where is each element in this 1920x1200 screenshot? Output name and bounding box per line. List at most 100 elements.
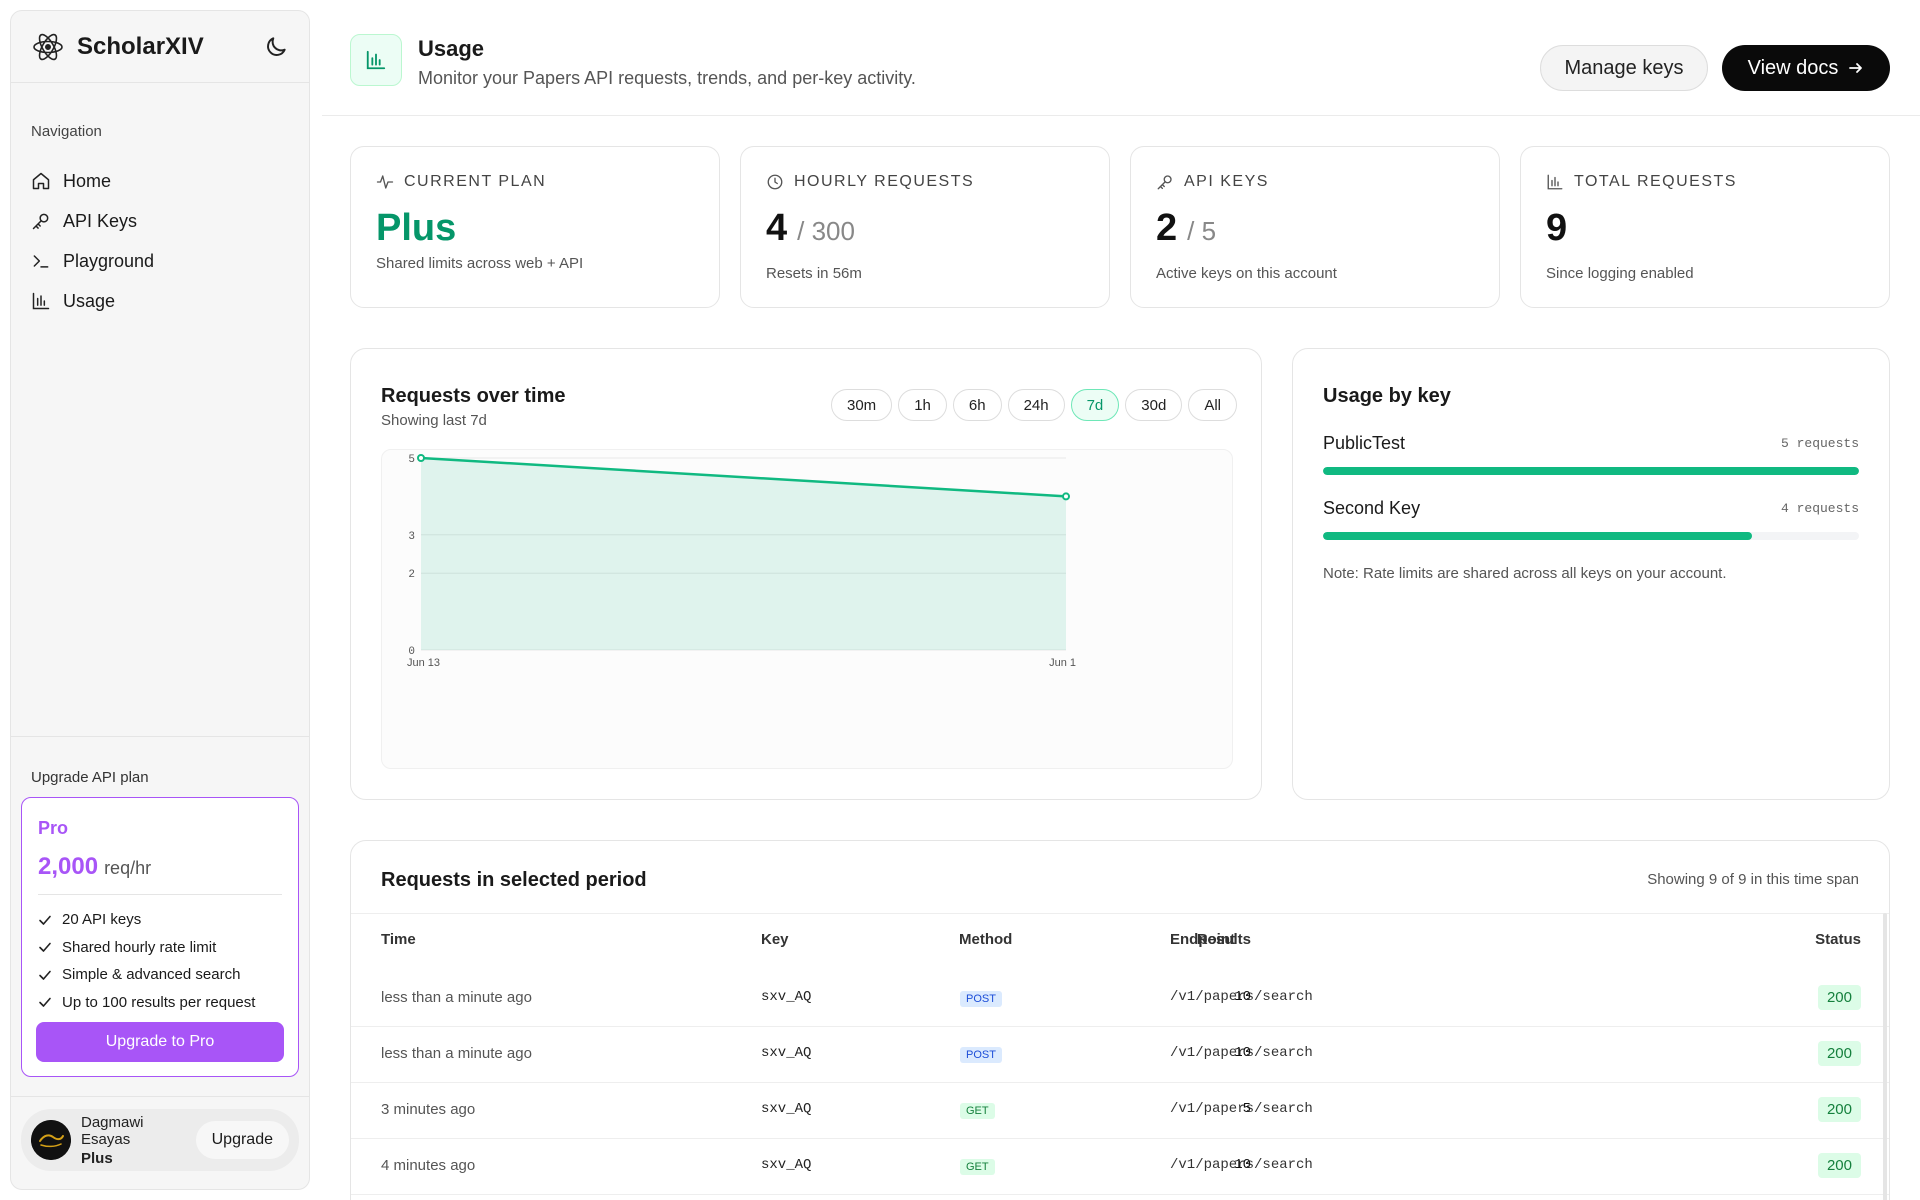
brand: ScholarXIV <box>11 11 309 83</box>
sidebar-item-playground[interactable]: Playground <box>31 241 291 281</box>
list-item: Up to 100 results per request <box>38 989 255 1017</box>
sidebar-item-api-keys[interactable]: API Keys <box>31 201 291 241</box>
chart-subtitle: Showing last 7d <box>381 412 487 429</box>
table-row[interactable]: 3 minutes ago sxv_AQ GET/v1/papers/search 5… <box>351 1083 1889 1139</box>
current-plan-card: CURRENT PLAN Plus Shared limits across w… <box>350 146 720 308</box>
home-icon <box>32 172 50 190</box>
range-7d-button[interactable]: 7d <box>1070 389 1120 421</box>
sidebar-item-usage[interactable]: Usage <box>31 281 291 321</box>
y-tick-label: 0 <box>408 646 415 658</box>
pro-plan-name: Pro <box>38 818 69 838</box>
sidebar: ScholarXIV Navigation Home API Keys Play… <box>10 10 310 1190</box>
check-icon <box>39 915 51 925</box>
stat-label: API KEYS <box>1184 173 1269 190</box>
manage-keys-button[interactable]: Manage keys <box>1540 45 1708 91</box>
method-badge: POST <box>960 1047 1002 1063</box>
key-usage-row: Second Key 4 requests <box>1323 498 1859 540</box>
key-usage-row: PublicTest 5 requests <box>1323 433 1859 475</box>
bar-chart-icon <box>1547 174 1563 190</box>
feature-label: Up to 100 results per request <box>62 993 256 1011</box>
stat-header: HOURLY REQUESTS <box>766 173 974 191</box>
key-cell: sxv_AQ <box>761 1045 812 1061</box>
chart-area: 0 2 3 5 Jun 13 Jun 1 <box>381 449 1233 769</box>
arrow-right-icon <box>1849 63 1863 73</box>
api-keys-card: API KEYS 2 / 5 Active keys on this accou… <box>1130 146 1500 308</box>
table-row[interactable]: 4 minutes ago sxv_AQ GET/v1/papers/search 1… <box>351 1139 1889 1195</box>
upgrade-to-pro-button[interactable]: Upgrade to Pro <box>36 1022 284 1062</box>
feature-label: Shared hourly rate limit <box>62 938 217 956</box>
scrollbar[interactable] <box>1883 913 1887 1200</box>
pro-price-unit: req/hr <box>104 858 152 878</box>
upgrade-section: Upgrade API plan Pro 2,000 req/hr 20 API… <box>11 736 309 1077</box>
usage-by-key-card: Usage by key PublicTest 5 requests Secon… <box>1292 348 1890 800</box>
moon-icon[interactable] <box>263 34 289 60</box>
pro-plan-price: 2,000 req/hr <box>38 853 151 881</box>
column-header: Endpoint <box>1170 931 1235 948</box>
user-plan: Plus <box>81 1149 113 1167</box>
keys-value: 2 <box>1156 207 1178 249</box>
status-badge: 200 <box>1817 985 1861 1010</box>
column-header: Method <box>959 931 1013 948</box>
table-header: Time Key Method Endpoint Results Status <box>351 931 1889 961</box>
divider <box>351 913 1889 914</box>
status-badge: 200 <box>1817 1097 1861 1122</box>
range-all-button[interactable]: All <box>1188 389 1237 421</box>
y-tick-label: 2 <box>408 569 415 581</box>
time-cell: less than a minute ago <box>381 1045 532 1062</box>
key-name: PublicTest <box>1323 433 1406 453</box>
view-docs-button[interactable]: View docs <box>1722 45 1890 91</box>
divider <box>38 894 282 895</box>
nav-title: Navigation <box>31 123 102 140</box>
upgrade-button[interactable]: Upgrade <box>195 1121 289 1159</box>
results-cell: 5 <box>1242 1101 1251 1117</box>
stat-note: Active keys on this account <box>1156 265 1337 282</box>
check-icon <box>39 997 51 1008</box>
method-badge: GET <box>960 1103 995 1119</box>
page-header: Usage Monitor your Papers API requests, … <box>322 0 1920 116</box>
data-point <box>417 454 425 462</box>
key-icon <box>32 213 49 230</box>
page-subtitle: Monitor your Papers API requests, trends… <box>418 68 916 88</box>
range-1h-button[interactable]: 1h <box>898 389 947 421</box>
bar-chart-icon <box>32 292 50 310</box>
range-30d-button[interactable]: 30d <box>1125 389 1183 421</box>
rate-limit-note: Note: Rate limits are shared across all … <box>1323 565 1727 582</box>
requests-area-chart: 0 2 3 5 Jun 13 Jun 1 <box>407 454 1076 669</box>
column-header: Results <box>1196 931 1251 948</box>
column-header: Status <box>1815 931 1861 948</box>
card-title: Requests in selected period <box>381 869 647 891</box>
total-requests-card: TOTAL REQUESTS 9 Since logging enabled <box>1520 146 1890 308</box>
x-tick-label: Jun 13 <box>407 657 440 669</box>
results-cell: 10 <box>1234 1045 1251 1061</box>
plan-value: Plus <box>376 207 457 249</box>
requests-chart-card: Requests over time Showing last 7d 30m 1h… <box>350 348 1262 800</box>
usage-header-icon <box>350 34 402 86</box>
status-badge: 200 <box>1817 1153 1861 1178</box>
divider <box>11 1096 309 1097</box>
key-usage-fill <box>1323 532 1752 540</box>
data-point <box>1062 492 1070 501</box>
time-cell: 4 minutes ago <box>381 1157 476 1174</box>
stat-value: 4 / 300 <box>766 207 855 250</box>
avatar[interactable] <box>31 1120 71 1160</box>
key-usage-fill <box>1323 467 1859 475</box>
y-tick-label: 5 <box>408 454 415 466</box>
hourly-requests-card: HOURLY REQUESTS 4 / 300 Resets in 56m <box>740 146 1110 308</box>
stat-note: Resets in 56m <box>766 265 862 282</box>
sidebar-item-label: Usage <box>63 290 116 311</box>
sidebar-item-label: Playground <box>63 250 155 271</box>
pro-feature-list: 20 API keys Shared hourly rate limit Sim… <box>38 906 255 1016</box>
stat-header: CURRENT PLAN <box>376 173 546 191</box>
stat-note: Shared limits across web + API <box>376 255 584 272</box>
endpoint-cell: /v1/papers/search <box>1170 1045 1313 1061</box>
table-row[interactable]: less than a minute ago sxv_AQ POST/v1/pape… <box>351 971 1889 1027</box>
activity-icon <box>376 175 394 189</box>
range-6h-button[interactable]: 6h <box>952 389 1002 421</box>
stat-note: Since logging enabled <box>1546 265 1694 282</box>
y-tick-label: 3 <box>408 531 415 543</box>
range-30m-button[interactable]: 30m <box>831 389 893 421</box>
sidebar-item-home[interactable]: Home <box>31 161 291 201</box>
key-cell: sxv_AQ <box>761 1101 812 1117</box>
table-row[interactable]: less than a minute ago sxv_AQ POST/v1/pape… <box>351 1027 1889 1083</box>
range-24h-button[interactable]: 24h <box>1007 389 1065 421</box>
